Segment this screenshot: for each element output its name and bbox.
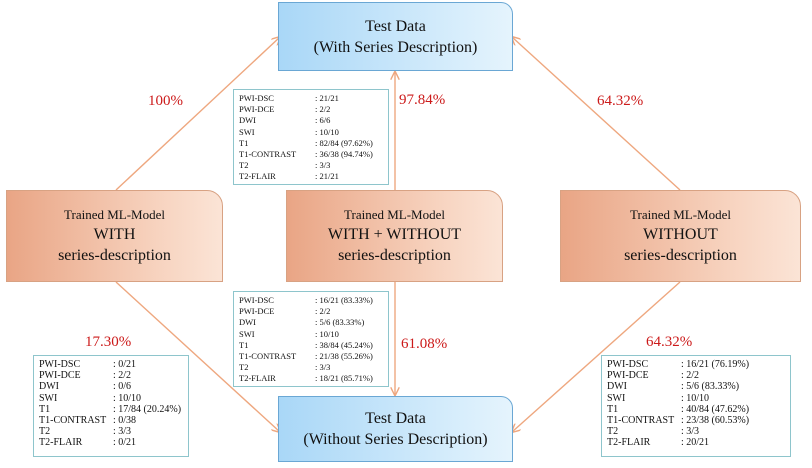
model-with-box: Trained ML-Model WITH series-description bbox=[6, 190, 223, 282]
stats-row: T2: 3/3 bbox=[39, 426, 132, 438]
stats-row: PWI-DCE: 2/2 bbox=[39, 370, 132, 382]
model-with-line1: Trained ML-Model bbox=[64, 207, 165, 222]
stats-box-without-bottom: PWI-DSC: 16/21 (76.19%) PWI-DCE: 2/2 DWI… bbox=[601, 355, 791, 457]
stats-row: SWI: 10/10 bbox=[239, 328, 339, 339]
test-data-without-series-box: Test Data (Without Series Description) bbox=[278, 396, 513, 462]
stats-row: SWI: 10/10 bbox=[239, 126, 339, 137]
pct-without-to-top: 64.32% bbox=[597, 93, 644, 109]
model-without-line2: WITHOUT bbox=[643, 226, 718, 243]
arrow-with-to-top bbox=[115, 37, 280, 191]
model-without-box: Trained ML-Model WITHOUT series-descript… bbox=[560, 190, 801, 282]
stats-row: SWI: 10/10 bbox=[607, 392, 710, 404]
arrow-with-to-bottom bbox=[115, 281, 280, 432]
model-without-line1: Trained ML-Model bbox=[630, 207, 731, 222]
stats-row: PWI-DCE: 2/2 bbox=[239, 306, 331, 317]
model-with-line3: series-description bbox=[58, 247, 171, 264]
test-top-subtitle: (With Series Description) bbox=[313, 38, 478, 56]
stats-row: T1-CONTRAST: 23/38 (60.53%) bbox=[607, 415, 750, 427]
stats-row: PWI-DCE: 2/2 bbox=[239, 104, 331, 115]
stats-row: DWI: 5/6 (83.33%) bbox=[239, 317, 365, 328]
model-both-line2: WITH + WITHOUT bbox=[327, 226, 462, 243]
model-both-line3: series-description bbox=[338, 247, 451, 264]
model-without-line3: series-description bbox=[624, 247, 737, 264]
stats-row: T2-FLAIR: 0/21 bbox=[39, 437, 137, 449]
pct-both-to-top: 97.84% bbox=[399, 92, 446, 108]
stats-row: PWI-DSC: 21/21 bbox=[239, 93, 339, 103]
stats-row: PWI-DSC: 16/21 (76.19%) bbox=[607, 359, 750, 370]
stats-row: T1: 17/84 (20.24%) bbox=[39, 403, 182, 415]
stats-row: SWI: 10/10 bbox=[39, 392, 142, 404]
pct-both-to-bottom: 61.08% bbox=[401, 336, 448, 352]
stats-row: T2: 3/3 bbox=[607, 426, 700, 438]
stats-row: DWI: 5/6 (83.33%) bbox=[607, 381, 740, 393]
model-both-box: Trained ML-Model WITH + WITHOUT series-d… bbox=[286, 190, 503, 282]
model-with-line2: WITH bbox=[93, 226, 136, 243]
stats-row: PWI-DCE: 2/2 bbox=[607, 370, 700, 382]
test-bottom-title: Test Data bbox=[365, 410, 426, 427]
stats-row: T1-CONTRAST: 0/38 bbox=[39, 415, 137, 427]
stats-row: DWI: 0/6 bbox=[39, 381, 132, 393]
arrow-without-to-bottom bbox=[512, 281, 681, 432]
model-both-line1: Trained ML-Model bbox=[344, 207, 445, 222]
stats-box-with-bottom: PWI-DSC: 0/21 PWI-DCE: 2/2 DWI: 0/6 SWI:… bbox=[33, 355, 189, 457]
arrow-without-to-top bbox=[512, 37, 681, 191]
stats-row: PWI-DSC: 0/21 bbox=[39, 359, 137, 370]
stats-box-both-top: PWI-DSC: 21/21 PWI-DCE: 2/2 DWI: 6/6 SWI… bbox=[233, 89, 389, 185]
test-bottom-subtitle: (Without Series Description) bbox=[303, 431, 488, 448]
stats-row: T2-FLAIR: 18/21 (85.71%) bbox=[239, 373, 373, 384]
stats-row: T1-CONTRAST: 36/38 (94.74%) bbox=[239, 149, 373, 160]
stats-row: T2-FLAIR: 20/21 bbox=[607, 437, 710, 449]
stats-row: T2-FLAIR: 21/21 bbox=[239, 171, 339, 182]
stats-row: T1: 82/84 (97.62%) bbox=[239, 137, 373, 148]
stats-row: PWI-DSC: 16/21 (83.33%) bbox=[239, 295, 373, 305]
stats-box-both-bottom: PWI-DSC: 16/21 (83.33%) PWI-DCE: 2/2 DWI… bbox=[233, 291, 389, 387]
test-data-with-series-box: Test Data (With Series Description) bbox=[278, 2, 513, 71]
stats-row: DWI: 6/6 bbox=[239, 115, 331, 126]
test-top-title: Test Data bbox=[365, 17, 426, 35]
pct-without-to-bottom: 64.32% bbox=[646, 334, 693, 350]
pct-with-to-top: 100% bbox=[148, 93, 183, 109]
stats-row: T1: 38/84 (45.24%) bbox=[239, 339, 373, 350]
stats-row: T2: 3/3 bbox=[239, 160, 331, 171]
stats-row: T1-CONTRAST: 21/38 (55.26%) bbox=[239, 351, 373, 362]
stats-row: T2: 3/3 bbox=[239, 362, 331, 373]
pct-with-to-bottom: 17.30% bbox=[85, 334, 132, 350]
stats-row: T1: 40/84 (47.62%) bbox=[607, 403, 750, 415]
